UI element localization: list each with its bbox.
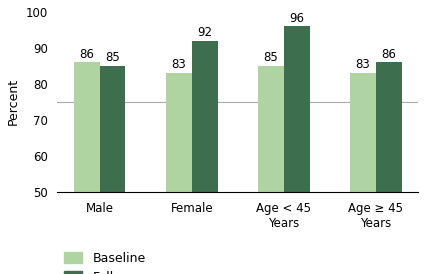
Bar [350,73,376,192]
Bar [284,26,309,192]
Bar [192,41,218,192]
Text: 92: 92 [197,26,212,39]
Text: 96: 96 [289,12,304,25]
Text: 86: 86 [79,47,94,61]
Bar [99,66,125,192]
Text: 83: 83 [356,58,370,71]
Text: 85: 85 [105,51,120,64]
Y-axis label: Percent: Percent [7,78,20,125]
Legend: Baseline, Follow-up: Baseline, Follow-up [64,252,152,274]
Text: 86: 86 [381,47,396,61]
Bar [166,73,192,192]
Text: 83: 83 [171,58,186,71]
Text: 85: 85 [264,51,278,64]
Bar [258,66,284,192]
Bar [74,62,99,192]
Bar [376,62,402,192]
